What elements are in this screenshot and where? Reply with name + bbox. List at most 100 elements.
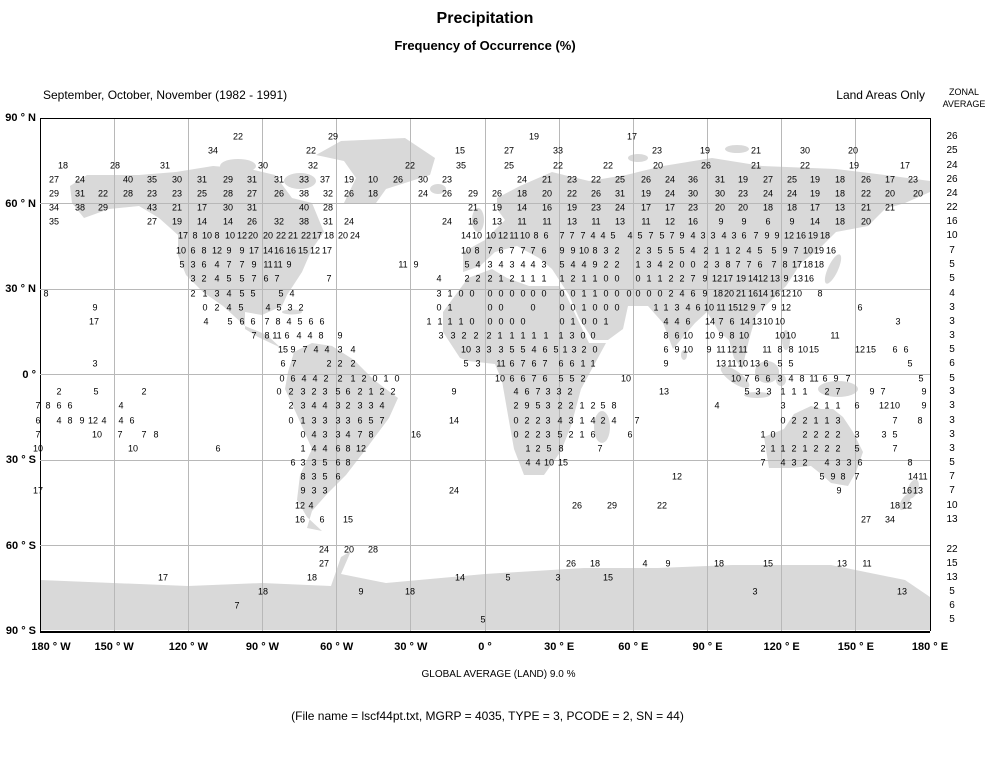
grid-value: 10 [737,358,749,369]
grid-value: 0 [513,429,519,440]
grid-value: 3 [357,400,363,411]
grid-value: 21 [541,174,553,185]
grid-value: 2 [524,415,530,426]
grid-value: 31 [322,216,334,227]
grid-value: 24 [614,202,626,213]
grid-value: 7 [771,259,777,270]
horizontal-gridline [40,374,930,375]
grid-value: 4 [690,230,696,241]
grid-value: 2 [56,386,62,397]
grid-value: 20 [714,202,726,213]
grid-value: 14 [222,216,234,227]
grid-value: 9 [286,259,292,270]
grid-value: 3 [335,415,341,426]
grid-value: 1 [383,373,389,384]
grid-value: 17 [664,202,676,213]
longitude-tick-label: 60 ° W [320,641,354,653]
grid-value: 4 [531,344,537,355]
grid-value: 5 [637,230,643,241]
grid-value: 30 [417,174,429,185]
grid-value: 5 [668,245,674,256]
grid-value: 6 [335,471,341,482]
grid-value: 2 [580,373,586,384]
grid-value: 5 [505,572,511,583]
grid-value: 19 [848,160,860,171]
grid-value: 10 [32,443,44,454]
grid-value: 6 [690,288,696,299]
grid-value: 1 [581,288,587,299]
grid-value: 15 [808,344,820,355]
grid-value: 4 [289,288,295,299]
grid-value: 16 [410,429,422,440]
grid-value: 2 [486,330,492,341]
grid-value: 7 [251,330,257,341]
grid-value: 9 [764,230,770,241]
grid-value: 8 [663,330,669,341]
grid-value: 0 [635,288,641,299]
zonal-average-value: 13 [946,572,958,583]
grid-value: 13 [896,586,908,597]
grid-value: 13 [912,485,924,496]
grid-value: 2 [524,429,530,440]
grid-value: 0 [498,302,504,313]
grid-value: 4 [301,373,307,384]
grid-value: 20 [652,160,664,171]
grid-value: 0 [592,344,598,355]
grid-value: 5 [227,316,233,327]
grid-value: 4 [265,302,271,313]
grid-value: 31 [714,174,726,185]
grid-value: 3 [835,415,841,426]
grid-value: 5 [679,245,685,256]
grid-value: 1 [509,330,515,341]
zonal-average-value: 22 [946,544,958,555]
grid-value: 9 [869,386,875,397]
grid-value: 17 [88,316,100,327]
grid-value: 3 [791,457,797,468]
grid-value: 4 [118,415,124,426]
grid-value: 16 [687,216,699,227]
grid-value: 7 [735,259,741,270]
grid-value: 6 [685,316,691,327]
grid-value: 29 [48,188,60,199]
grid-value: 4 [312,373,318,384]
latitude-tick-label: 0 ° [22,368,36,381]
zonal-average-value: 6 [949,358,955,369]
grid-value: 2 [535,429,541,440]
grid-value: 0 [202,302,208,313]
grid-value: 6 [215,443,221,454]
grid-value: 3 [475,344,481,355]
grid-value: 4 [557,415,563,426]
grid-value: 18 [367,188,379,199]
grid-value: 9 [92,302,98,313]
grid-value: 0 [614,273,620,284]
grid-value: 0 [770,429,776,440]
grid-value: 11 [591,216,601,227]
grid-value: 2 [614,259,620,270]
grid-value: 23 [441,174,453,185]
grid-value: 1 [562,344,568,355]
grid-value: 12 [783,230,795,241]
grid-value: 7 [854,471,860,482]
grid-value: 4 [600,230,606,241]
north-america-shape [70,166,324,354]
grid-value: 0 [498,288,504,299]
grid-value: 4 [520,259,526,270]
zonal-average-value: 13 [946,514,958,525]
grid-value: 12 [737,302,749,313]
grid-value: 3 [541,259,547,270]
grid-value: 18 [713,558,725,569]
grid-value: 13 [792,273,804,284]
grid-value: 30 [714,188,726,199]
grid-value: 6 [201,259,207,270]
grid-value: 7 [718,316,724,327]
grid-value: 23 [651,145,663,156]
grid-value: 8 [214,230,220,241]
grid-value: 10 [889,400,901,411]
grid-value: 20 [247,230,259,241]
grid-value: 22 [404,160,416,171]
australia-shape [764,406,863,486]
grid-value: 1 [824,415,830,426]
grid-value: 26 [392,174,404,185]
grid-value: 1 [603,316,609,327]
grid-value: 26 [571,500,583,511]
